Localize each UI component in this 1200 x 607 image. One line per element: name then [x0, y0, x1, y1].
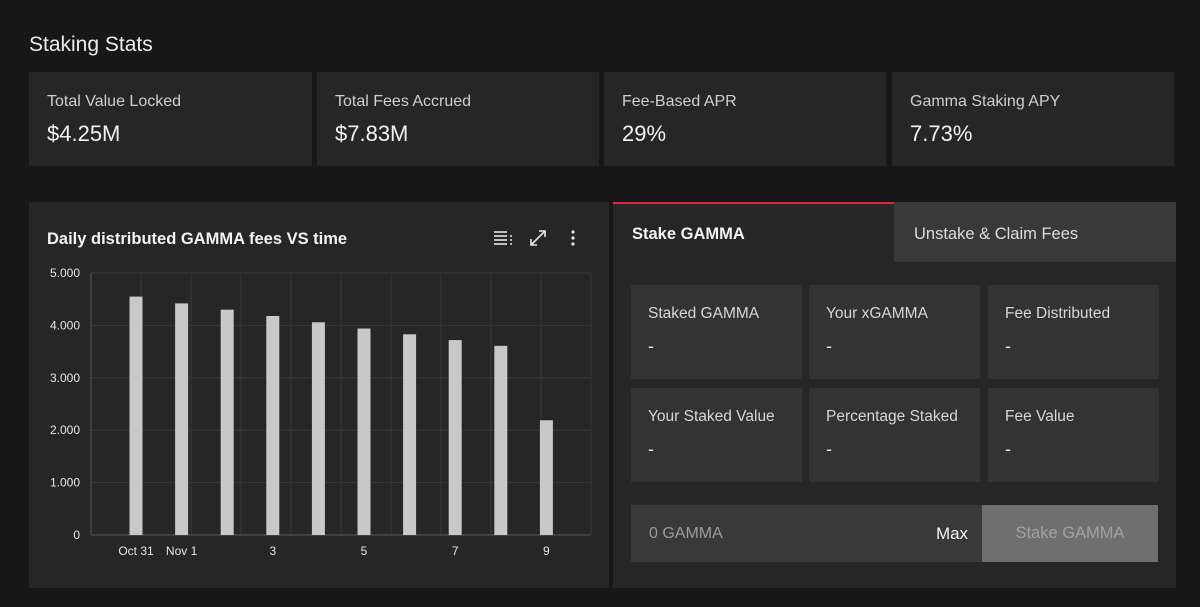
- bar: [494, 345, 508, 535]
- info-value: -: [1005, 439, 1011, 459]
- info-card-staked-gamma: Staked GAMMA -: [631, 285, 802, 379]
- x-tick-label: 5: [361, 544, 368, 558]
- x-tick-label: Nov 1: [166, 544, 198, 558]
- bar: [129, 296, 143, 535]
- chart-panel: Daily distributed GAMMA fees VS time: [29, 202, 609, 588]
- y-tick-label: 4.000: [50, 318, 80, 332]
- stat-label: Total Value Locked: [47, 93, 182, 110]
- info-label: Your xGAMMA: [826, 305, 928, 322]
- stat-label: Gamma Staking APY: [910, 93, 1061, 110]
- bar: [448, 340, 462, 535]
- stake-amount-field: Max: [631, 505, 982, 562]
- y-tick-label: 1.000: [50, 476, 80, 490]
- info-value: -: [648, 336, 654, 356]
- bar: [311, 322, 325, 535]
- y-tick-label: 0: [73, 528, 80, 542]
- info-label: Staked GAMMA: [648, 305, 760, 322]
- info-card-fee-value: Fee Value -: [988, 388, 1159, 482]
- info-card-your-xgamma: Your xGAMMA -: [809, 285, 980, 379]
- info-value: -: [826, 336, 832, 356]
- bar: [220, 309, 234, 535]
- bar: [175, 303, 189, 535]
- stat-card-gamma-staking-apy: Gamma Staking APY 7.73%: [892, 72, 1174, 166]
- x-tick-label: 3: [269, 544, 276, 558]
- stat-value: 7.73%: [910, 121, 973, 146]
- chart-title: Daily distributed GAMMA fees VS time: [47, 230, 348, 248]
- info-value: -: [648, 439, 654, 459]
- info-label: Fee Distributed: [1005, 305, 1111, 322]
- more-vertical-icon[interactable]: [561, 226, 585, 250]
- tab-stake-gamma[interactable]: Stake GAMMA: [613, 202, 894, 262]
- bar: [539, 420, 553, 535]
- bar: [266, 315, 280, 535]
- tab-label: Stake GAMMA: [632, 225, 745, 243]
- bar: [403, 334, 417, 535]
- y-tick-label: 5.000: [50, 266, 80, 280]
- info-label: Your Staked Value: [648, 408, 775, 425]
- info-card-your-staked-value: Your Staked Value -: [631, 388, 802, 482]
- stake-panel: Stake GAMMA Unstake & Claim Fees Staked …: [613, 202, 1176, 588]
- bar: [357, 328, 371, 535]
- stat-card-total-fees-accrued: Total Fees Accrued $7.83M: [317, 72, 599, 166]
- x-tick-label: 9: [543, 544, 550, 558]
- x-tick-label: 7: [452, 544, 459, 558]
- info-value: -: [826, 439, 832, 459]
- stat-value: $4.25M: [47, 121, 121, 146]
- info-label: Fee Value: [1005, 408, 1075, 425]
- page-title: Staking Stats: [29, 33, 153, 56]
- info-card-fee-distributed: Fee Distributed -: [988, 285, 1159, 379]
- tab-unstake-claim-fees[interactable]: Unstake & Claim Fees: [894, 202, 1176, 262]
- stat-card-total-value-locked: Total Value Locked $4.25M: [29, 72, 312, 166]
- stat-label: Fee-Based APR: [622, 93, 737, 110]
- stat-card-fee-based-apr: Fee-Based APR 29%: [604, 72, 886, 166]
- max-button[interactable]: Max: [922, 505, 982, 562]
- bar-chart: 0 1.000 2.000 3.000 4.000 5.000 Oct 31 Nov 1 3 5 7…: [50, 266, 592, 558]
- y-tick-label: 2.000: [50, 423, 80, 437]
- y-tick-label: 3.000: [50, 371, 80, 385]
- stat-value: $7.83M: [335, 121, 409, 146]
- stat-label: Total Fees Accrued: [335, 93, 472, 110]
- info-value: -: [1005, 336, 1011, 356]
- expand-icon[interactable]: [526, 226, 550, 250]
- legend-list-icon[interactable]: [491, 226, 515, 250]
- tab-label: Unstake & Claim Fees: [914, 225, 1079, 243]
- info-label: Percentage Staked: [826, 408, 958, 425]
- info-card-percentage-staked: Percentage Staked -: [809, 388, 980, 482]
- stat-value: 29%: [622, 121, 667, 146]
- x-tick-label: Oct 31: [118, 544, 154, 558]
- stake-gamma-button[interactable]: Stake GAMMA: [982, 505, 1158, 562]
- stake-amount-input[interactable]: [631, 505, 921, 562]
